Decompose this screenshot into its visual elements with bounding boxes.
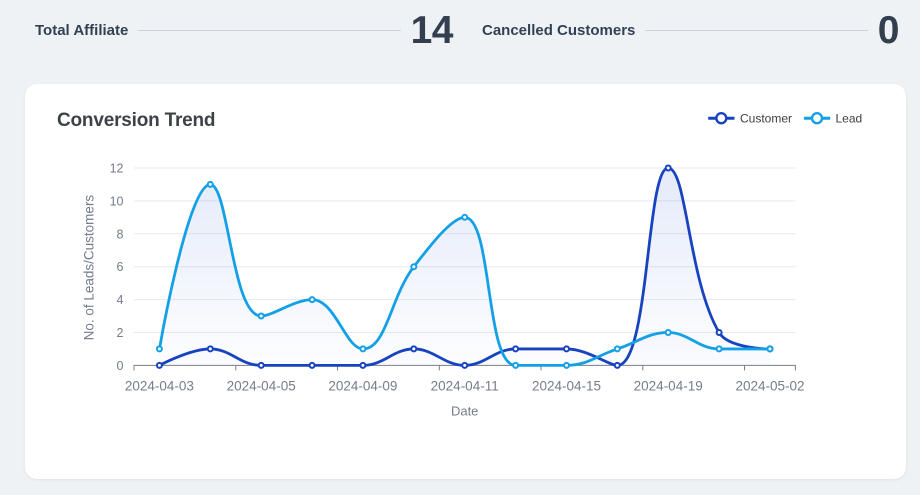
svg-text:Lead: Lead <box>836 112 863 126</box>
svg-text:2024-04-03: 2024-04-03 <box>125 379 194 394</box>
svg-text:No. of Leads/Customers: No. of Leads/Customers <box>82 195 97 341</box>
svg-text:2: 2 <box>117 326 124 340</box>
svg-text:6: 6 <box>117 260 124 274</box>
svg-text:2024-04-05: 2024-04-05 <box>227 379 296 394</box>
svg-text:10: 10 <box>110 194 124 208</box>
svg-text:2024-04-15: 2024-04-15 <box>532 379 601 394</box>
svg-text:4: 4 <box>117 293 124 307</box>
svg-text:Customer: Customer <box>740 112 792 126</box>
svg-text:Date: Date <box>451 404 478 419</box>
svg-text:2024-04-19: 2024-04-19 <box>634 379 703 394</box>
svg-text:12: 12 <box>110 162 124 176</box>
svg-text:2024-04-11: 2024-04-11 <box>431 379 499 394</box>
svg-text:0: 0 <box>117 359 124 373</box>
svg-text:8: 8 <box>117 227 124 241</box>
svg-text:2024-05-02: 2024-05-02 <box>735 379 804 394</box>
svg-text:2024-04-09: 2024-04-09 <box>328 379 397 394</box>
